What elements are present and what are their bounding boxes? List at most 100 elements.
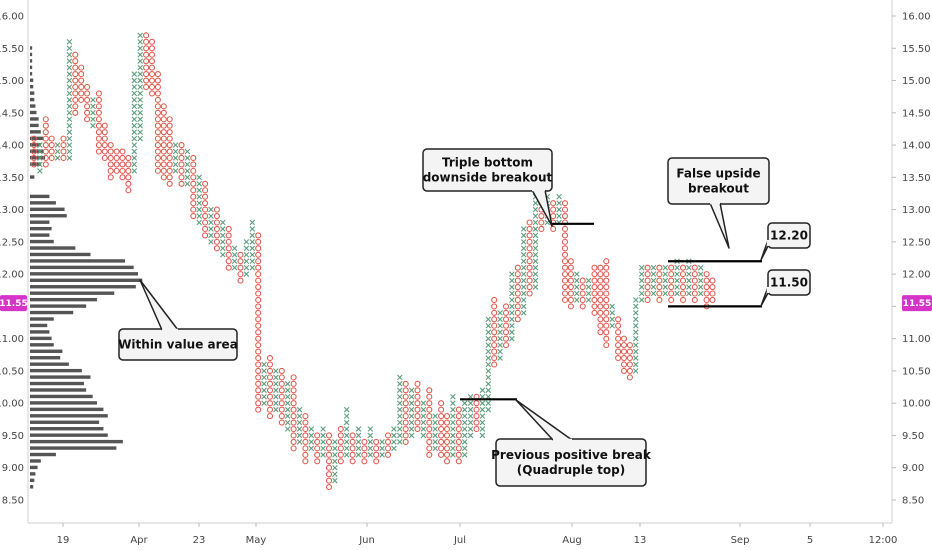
x-mark <box>367 432 374 439</box>
o-mark <box>455 432 462 439</box>
x-mark <box>131 148 138 155</box>
o-mark <box>101 129 108 136</box>
volume-bar <box>30 375 91 379</box>
volume-bar <box>30 485 34 489</box>
x-mark <box>355 445 362 452</box>
x-mark <box>532 251 539 258</box>
volume-bar <box>30 233 50 237</box>
pnf-column-o <box>502 303 510 349</box>
pnf-column-x <box>90 97 96 129</box>
x-mark <box>90 97 96 103</box>
x-mark <box>397 400 403 406</box>
x-mark <box>249 232 256 239</box>
o-mark <box>579 296 586 303</box>
x-mark <box>243 239 250 245</box>
y-tick-label-left: 15.50 <box>0 44 24 55</box>
o-mark <box>426 425 433 433</box>
volume-bar <box>30 207 65 211</box>
x-mark <box>137 51 143 58</box>
x-mark <box>509 316 515 323</box>
x-mark <box>54 142 61 148</box>
o-mark <box>443 425 451 433</box>
o-mark <box>160 142 167 149</box>
y-tick-label-right: 13.50 <box>902 173 931 184</box>
o-mark <box>679 290 687 297</box>
o-mark <box>225 251 232 258</box>
o-mark <box>225 232 232 239</box>
o-mark <box>72 77 79 84</box>
o-mark <box>42 161 49 168</box>
o-mark <box>202 200 209 207</box>
x-mark <box>261 381 267 387</box>
o-mark <box>148 64 156 71</box>
pnf-column-o <box>567 258 574 310</box>
o-mark <box>455 438 462 445</box>
x-tick-label: Jun <box>358 535 375 546</box>
o-mark <box>691 290 698 297</box>
x-mark <box>450 419 456 426</box>
pnf-column-o <box>60 135 67 162</box>
o-mark <box>502 309 510 316</box>
pnf-column-x <box>379 439 385 458</box>
o-mark <box>190 213 197 220</box>
x-mark <box>479 419 486 426</box>
x-mark <box>261 400 267 406</box>
x-mark <box>397 426 403 432</box>
pnf-column-o <box>166 116 173 187</box>
volume-bar <box>30 394 93 399</box>
x-mark <box>520 303 527 310</box>
o-mark <box>107 167 114 174</box>
x-mark <box>509 284 515 290</box>
x-mark <box>208 239 214 245</box>
o-mark <box>615 335 622 342</box>
pnf-column-x <box>355 426 362 458</box>
o-mark <box>48 148 55 155</box>
o-mark <box>202 213 209 220</box>
x-mark <box>184 148 191 155</box>
x-mark <box>633 310 639 316</box>
x-mark <box>220 251 226 258</box>
o-mark <box>349 458 356 465</box>
o-mark <box>290 400 297 407</box>
o-mark <box>337 438 344 445</box>
pnf-column-o <box>302 413 309 465</box>
o-mark <box>42 116 49 123</box>
x-mark <box>332 477 338 484</box>
x-mark <box>296 413 303 419</box>
o-mark <box>620 335 628 342</box>
o-mark <box>550 206 557 213</box>
o-mark <box>148 58 156 65</box>
pnf-column-o <box>325 432 333 491</box>
o-mark <box>237 264 244 271</box>
level-high-callout-text: 12.20 <box>770 229 808 243</box>
o-mark <box>668 271 675 278</box>
x-mark <box>249 264 256 271</box>
x-mark <box>408 426 415 432</box>
o-mark <box>591 271 598 278</box>
x-mark <box>296 419 303 426</box>
o-mark <box>266 361 274 368</box>
pnf-column-o <box>290 374 297 452</box>
o-mark <box>615 348 622 355</box>
x-mark <box>220 219 226 226</box>
o-mark <box>266 374 274 381</box>
x-mark <box>37 142 43 148</box>
level-high-callout: 12.20 <box>760 222 811 261</box>
pnf-column-x <box>420 400 427 439</box>
o-mark <box>125 180 132 187</box>
x-mark <box>509 322 515 329</box>
o-mark <box>78 77 85 84</box>
y-tick-label-left: 13.50 <box>0 173 24 184</box>
x-mark <box>273 368 279 374</box>
o-mark <box>125 161 132 168</box>
x-mark <box>697 284 704 290</box>
x-mark <box>556 213 562 219</box>
x-mark <box>66 45 73 52</box>
volume-bar <box>30 246 76 250</box>
pnf-column-o <box>384 432 392 458</box>
x-mark <box>243 264 250 271</box>
o-mark <box>615 329 622 336</box>
o-mark <box>290 445 297 452</box>
previous-break-callout-pointer <box>515 399 573 441</box>
volume-bar <box>30 446 117 450</box>
